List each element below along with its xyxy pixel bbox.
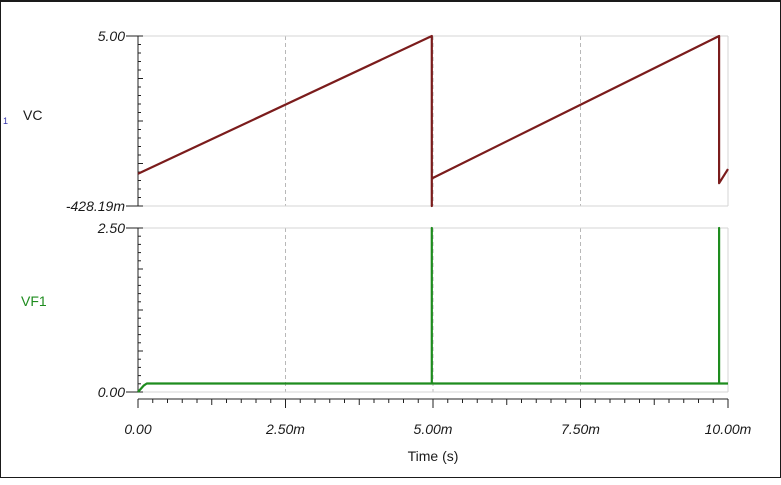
series-line-vc xyxy=(137,34,729,208)
x-tick-label: 7.50m xyxy=(561,421,600,437)
y-tick-label: 0.00 xyxy=(98,384,125,400)
series-label-vc: VC xyxy=(23,107,42,123)
x-tick-label: 10.00m xyxy=(705,421,752,437)
x-axis-title: Time (s) xyxy=(408,448,459,464)
series-label-vf1: VF1 xyxy=(21,293,47,309)
y-tick-label: 2.50 xyxy=(97,220,125,236)
series-line-vf1 xyxy=(137,226,728,393)
y-tick-label: 5.00 xyxy=(98,28,125,44)
y-tick-label: -428.19m xyxy=(66,198,125,214)
x-tick-label: 5.00m xyxy=(414,421,453,437)
x-tick-label: 0.00 xyxy=(124,421,151,437)
x-tick-label: 2.50m xyxy=(265,421,305,437)
row-marker: 1 xyxy=(3,116,8,126)
